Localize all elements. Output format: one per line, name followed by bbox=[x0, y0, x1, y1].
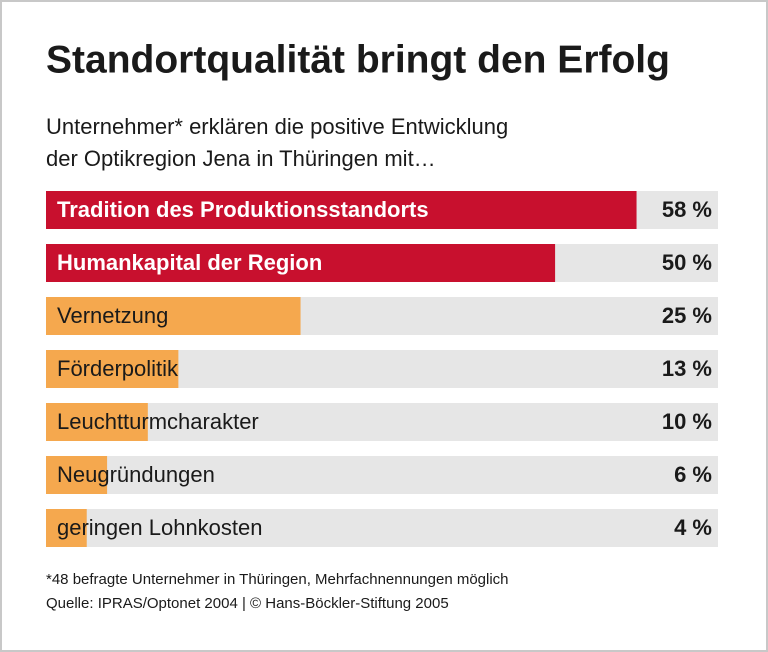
value-label: 10 % bbox=[662, 409, 712, 434]
bar-track bbox=[46, 403, 718, 441]
category-label: geringen Lohnkosten bbox=[57, 515, 263, 540]
value-label: 4 % bbox=[674, 515, 712, 540]
footnote: *48 befragte Unternehmer in Thüringen, M… bbox=[46, 571, 509, 588]
bar bbox=[46, 297, 301, 335]
category-label: Leuchtturmcharakter bbox=[57, 409, 259, 434]
value-label: 50 % bbox=[662, 250, 712, 275]
category-label: Tradition des Produktionsstandorts bbox=[57, 197, 429, 222]
category-label: Humankapital der Region bbox=[57, 250, 322, 275]
bar-track bbox=[46, 509, 718, 547]
value-label: 6 % bbox=[674, 462, 712, 487]
bar-track bbox=[46, 456, 718, 494]
subtitle: Unternehmer* erklären die positive Entwi… bbox=[46, 114, 508, 139]
bar bbox=[46, 350, 179, 388]
chart-title: Standortqualität bringt den Erfolg bbox=[46, 38, 670, 81]
bar bbox=[46, 456, 108, 494]
value-label: 25 % bbox=[662, 303, 712, 328]
category-label: Förderpolitik bbox=[57, 356, 179, 381]
bar bbox=[46, 191, 637, 229]
value-label: 13 % bbox=[662, 356, 712, 381]
value-label: 58 % bbox=[662, 197, 712, 222]
category-label: Vernetzung bbox=[57, 303, 168, 328]
bar bbox=[46, 509, 87, 547]
bar bbox=[46, 403, 148, 441]
source: Quelle: IPRAS/Optonet 2004 | © Hans-Böck… bbox=[46, 595, 449, 612]
bar bbox=[46, 244, 556, 282]
category-label: Neugründungen bbox=[57, 462, 215, 487]
subtitle: der Optikregion Jena in Thüringen mit… bbox=[46, 146, 436, 171]
